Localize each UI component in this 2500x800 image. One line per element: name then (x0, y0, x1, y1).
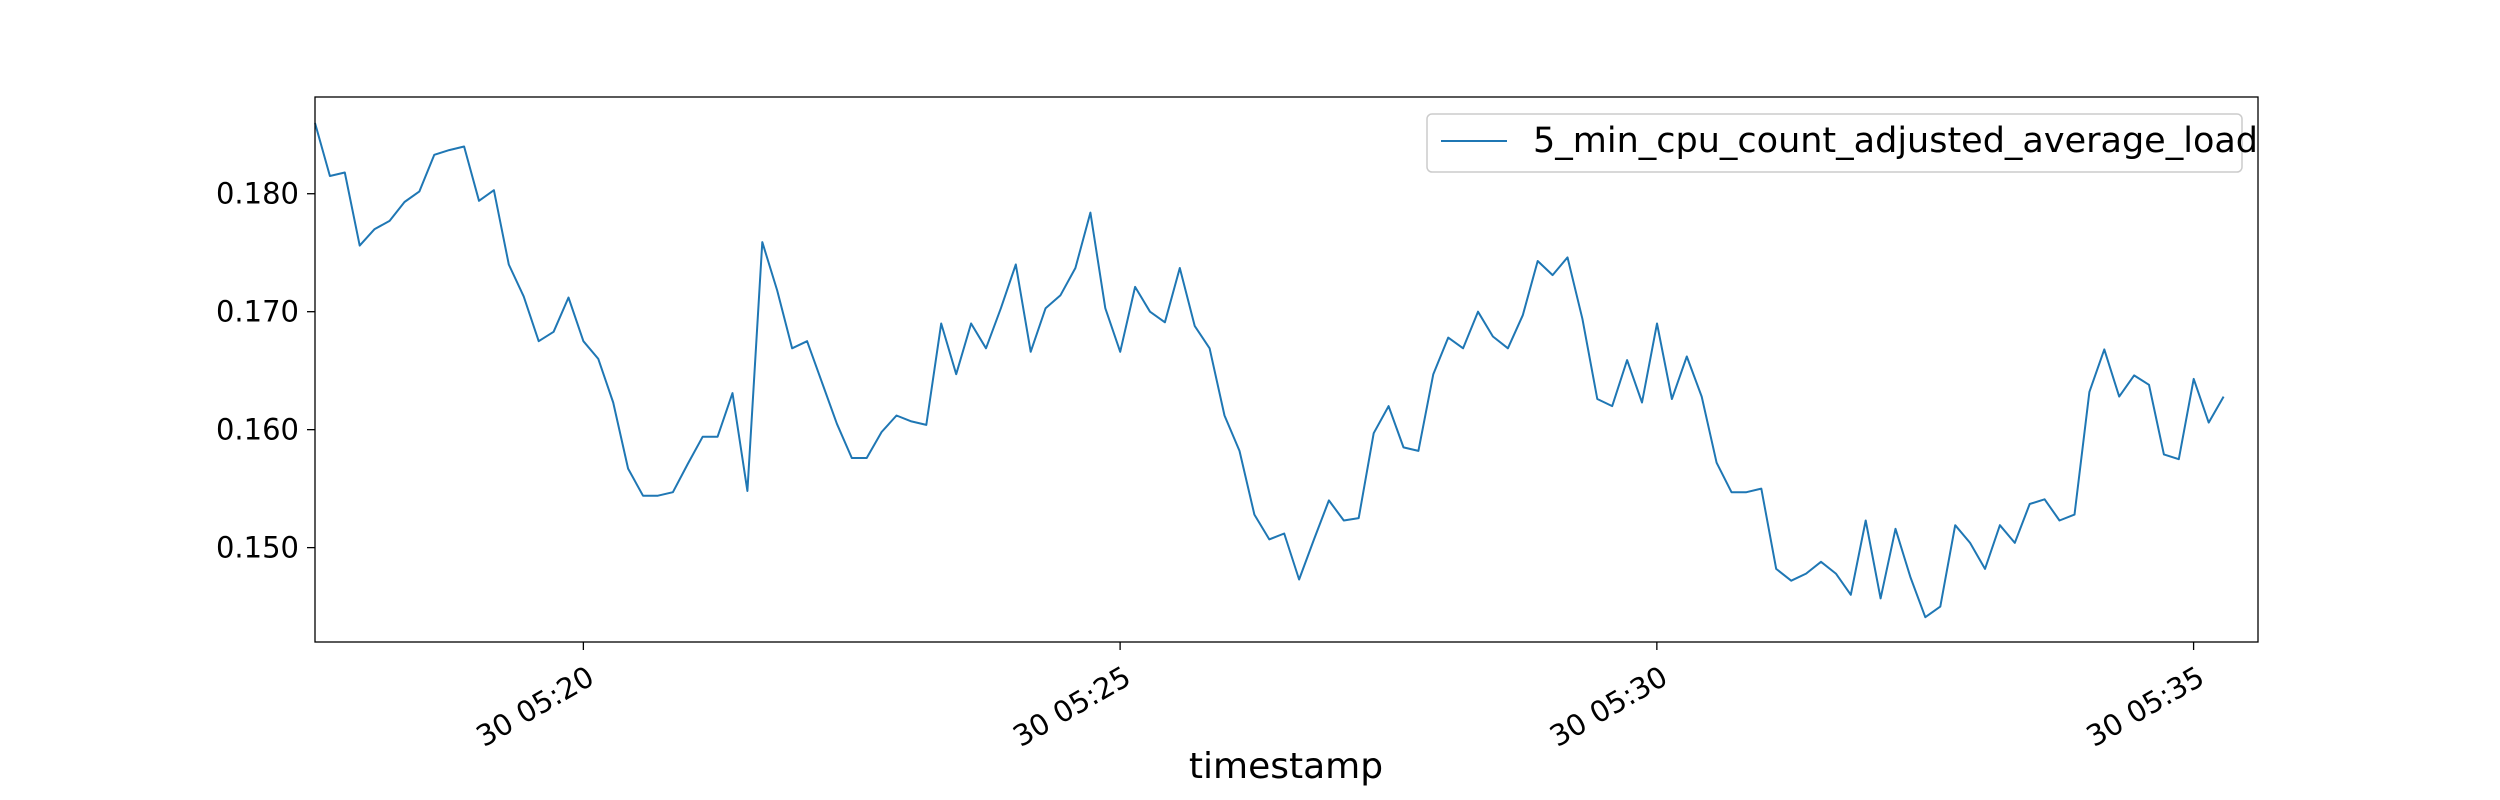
x-axis-label: timestamp (1189, 746, 1383, 787)
x-tick-label: 30 05:35 (2081, 659, 2210, 753)
x-tick-label: 30 05:30 (1544, 659, 1673, 753)
series-group (314, 122, 2225, 619)
y-tick-label: 0.160 (216, 413, 299, 447)
y-tick-label: 0.170 (216, 295, 299, 329)
legend: 5_min_cpu_count_adjusted_average_load (1426, 113, 2258, 173)
y-tick-label: 0.150 (216, 531, 299, 565)
x-tick-label: 30 05:25 (1007, 659, 1136, 753)
x-axis: 30 05:20 30 05:25 30 05:30 30 05:35 (470, 642, 2210, 754)
y-axis: 0.150 0.160 0.170 0.180 (216, 177, 315, 565)
series-line-0 (314, 122, 2225, 619)
y-tick-label: 0.180 (216, 177, 299, 211)
x-tick-label: 30 05:20 (470, 659, 599, 753)
plot-frame (314, 96, 2259, 643)
legend-label: 5_min_cpu_count_adjusted_average_load (1533, 121, 2258, 161)
plot-area (315, 97, 2258, 642)
legend-box (1426, 113, 2243, 173)
